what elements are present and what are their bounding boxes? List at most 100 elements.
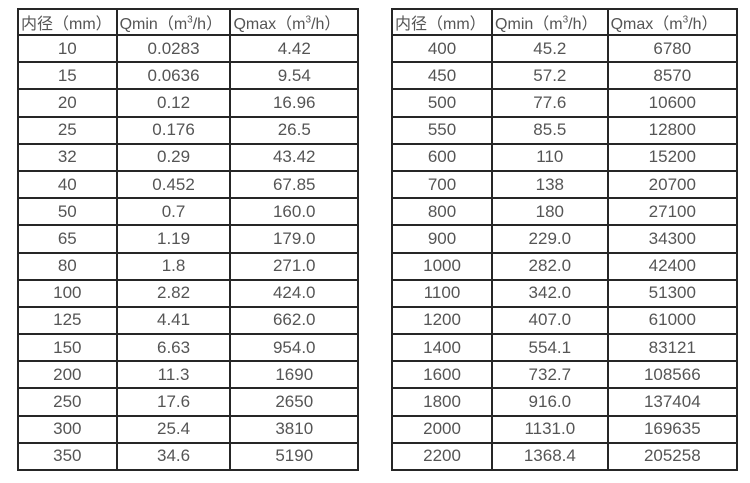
qmin-cell: 1131.0	[491, 414, 609, 444]
qmax-cell: 954.0	[229, 333, 359, 363]
qmin-cell: 11.3	[115, 360, 232, 390]
superscript-3: 3	[187, 14, 193, 26]
qmax-cell: 137404	[606, 387, 739, 417]
table-row: 550 85.5 12800	[390, 115, 739, 145]
qmax-cell: 8570	[606, 61, 739, 91]
table-row: 300 25.4 3810	[17, 414, 359, 444]
flow-rate-tables-container: 内径（mm） Qmin（m3/h） Qmax（m3/h） 10 0.0283 4.42 1…	[17, 8, 739, 472]
qmin-cell: 0.176	[115, 115, 232, 145]
diameter-cell: 20	[17, 88, 118, 118]
diameter-cell: 300	[17, 414, 118, 444]
diameter-cell: 250	[17, 387, 118, 417]
diameter-cell: 350	[17, 441, 118, 472]
table-row: 400 45.2 6780	[390, 33, 739, 64]
qmin-cell: 554.1	[491, 333, 609, 363]
diameter-cell: 2000	[390, 414, 494, 444]
diameter-cell: 1100	[390, 278, 494, 308]
qmax-cell: 43.42	[229, 142, 359, 172]
diameter-cell: 80	[17, 251, 118, 281]
diameter-cell: 1200	[390, 305, 494, 336]
superscript-3: 3	[562, 14, 569, 26]
diameter-cell: 1600	[390, 360, 494, 390]
qmin-cell: 342.0	[491, 278, 609, 308]
flow-rate-table-large-diameters: 内径（mm） Qmin（m3/h） Qmax（m3/h） 400 45.2 6780 45…	[390, 8, 739, 472]
table-row: 2000 1131.0 169635	[390, 414, 739, 444]
table-row: 2200 1368.4 205258	[390, 441, 739, 472]
qmax-cell: 271.0	[229, 251, 359, 281]
table-row: 20 0.12 16.96	[17, 88, 359, 118]
diameter-cell: 50	[17, 197, 118, 227]
qmin-cell: 0.452	[115, 169, 232, 200]
diameter-cell: 100	[17, 278, 118, 308]
table-row: 150 6.63 954.0	[17, 333, 359, 363]
table-row: 800 180 27100	[390, 197, 739, 227]
table-row: 600 110 15200	[390, 142, 739, 172]
flow-rate-table-small-diameters: 内径（mm） Qmin（m3/h） Qmax（m3/h） 10 0.0283 4.42 1…	[17, 8, 359, 472]
diameter-cell: 700	[390, 169, 494, 200]
table-row: 250 17.6 2650	[17, 387, 359, 417]
qmax-cell: 51300	[606, 278, 739, 308]
qmin-cell: 17.6	[115, 387, 232, 417]
table-row: 700 138 20700	[390, 169, 739, 200]
superscript-3: 3	[682, 14, 689, 26]
qmax-cell: 10600	[606, 88, 739, 118]
qmin-cell: 110	[491, 142, 609, 172]
table-row: 25 0.176 26.5	[17, 115, 359, 145]
qmax-cell: 5190	[229, 441, 359, 472]
header-row: 内径（mm） Qmin（m3/h） Qmax（m3/h）	[17, 8, 359, 36]
table-row: 1800 916.0 137404	[390, 387, 739, 417]
superscript-3: 3	[305, 14, 312, 26]
col-header-qmin: Qmin（m3/h）	[115, 8, 232, 36]
header-row: 内径（mm） Qmin（m3/h） Qmax（m3/h）	[390, 8, 739, 36]
table-row: 32 0.29 43.42	[17, 142, 359, 172]
diameter-cell: 550	[390, 115, 494, 145]
diameter-cell: 1800	[390, 387, 494, 417]
table-row: 450 57.2 8570	[390, 61, 739, 91]
qmin-cell: 1.19	[115, 224, 232, 254]
table-row: 1600 732.7 108566	[390, 360, 739, 390]
qmax-cell: 108566	[606, 360, 739, 390]
qmin-cell: 138	[491, 169, 609, 200]
qmax-cell: 3810	[229, 414, 359, 444]
diameter-cell: 32	[17, 142, 118, 172]
diameter-cell: 200	[17, 360, 118, 390]
table-row: 200 11.3 1690	[17, 360, 359, 390]
table-row: 125 4.41 662.0	[17, 305, 359, 336]
diameter-cell: 1000	[390, 251, 494, 281]
qmin-cell: 0.29	[115, 142, 232, 172]
qmax-cell: 6780	[606, 33, 739, 64]
qmax-cell: 83121	[606, 333, 739, 363]
qmin-cell: 229.0	[491, 224, 609, 254]
qmax-cell: 424.0	[229, 278, 359, 308]
diameter-cell: 2200	[390, 441, 494, 472]
qmin-cell: 25.4	[115, 414, 232, 444]
qmax-cell: 160.0	[229, 197, 359, 227]
table-row: 65 1.19 179.0	[17, 224, 359, 254]
table-row: 1400 554.1 83121	[390, 333, 739, 363]
qmin-cell: 916.0	[491, 387, 609, 417]
qmin-cell: 282.0	[491, 251, 609, 281]
diameter-cell: 65	[17, 224, 118, 254]
table-row: 1100 342.0 51300	[390, 278, 739, 308]
table-row: 50 0.7 160.0	[17, 197, 359, 227]
diameter-cell: 15	[17, 61, 118, 91]
diameter-cell: 400	[390, 33, 494, 64]
qmax-cell: 15200	[606, 142, 739, 172]
qmax-cell: 34300	[606, 224, 739, 254]
col-header-diameter: 内径（mm）	[390, 8, 494, 36]
col-header-qmin: Qmin（m3/h）	[491, 8, 609, 36]
qmax-cell: 179.0	[229, 224, 359, 254]
col-header-qmax: Qmax（m3/h）	[606, 8, 739, 36]
qmax-cell: 169635	[606, 414, 739, 444]
qmin-cell: 77.6	[491, 88, 609, 118]
qmax-cell: 67.85	[229, 169, 359, 200]
qmax-cell: 9.54	[229, 61, 359, 91]
qmin-cell: 1.8	[115, 251, 232, 281]
qmax-cell: 4.42	[229, 33, 359, 64]
qmin-cell: 45.2	[491, 33, 609, 64]
qmin-cell: 85.5	[491, 115, 609, 145]
table-row: 1200 407.0 61000	[390, 305, 739, 336]
qmin-cell: 0.0636	[115, 61, 232, 91]
diameter-cell: 800	[390, 197, 494, 227]
table-row: 40 0.452 67.85	[17, 169, 359, 200]
